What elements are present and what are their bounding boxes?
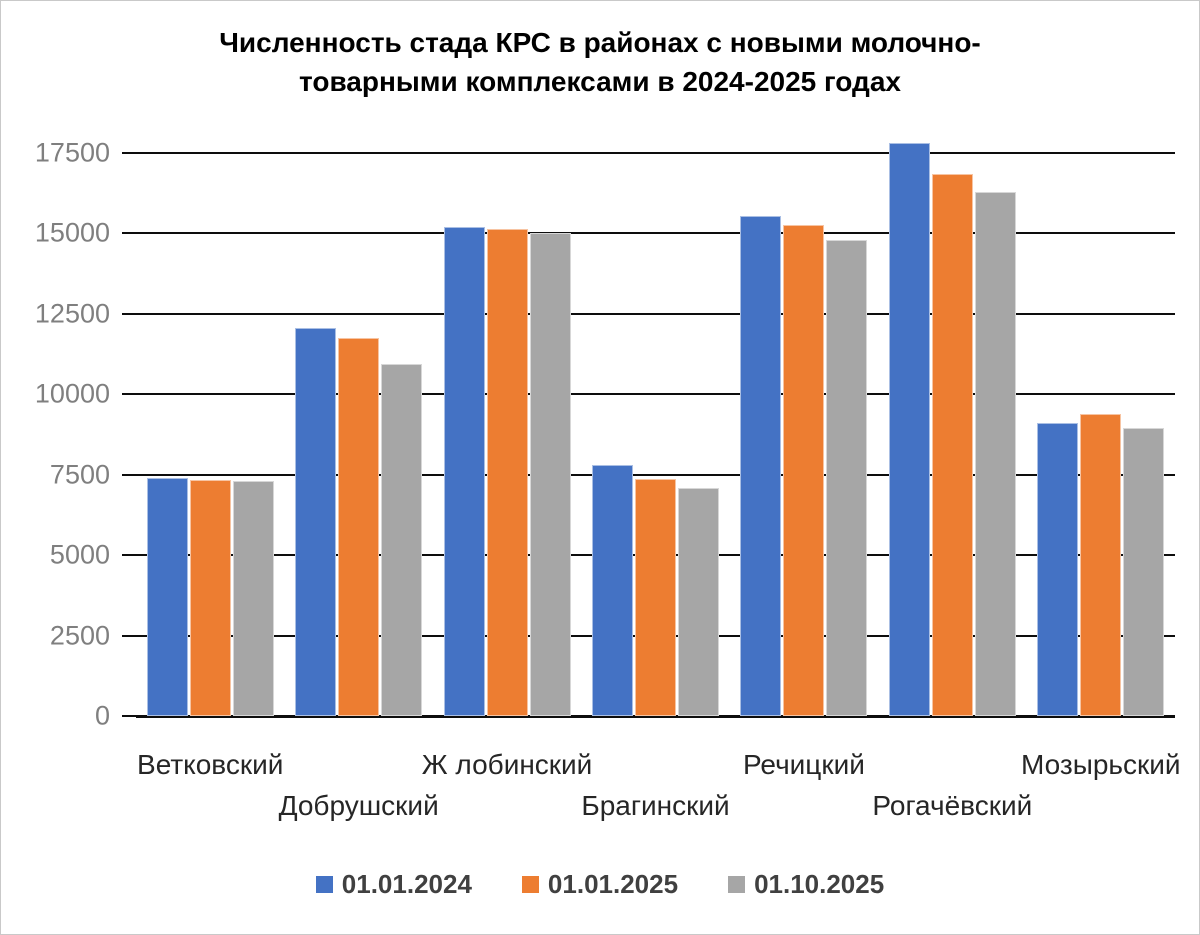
bar xyxy=(783,225,825,716)
gridline xyxy=(136,312,1175,315)
bar xyxy=(740,215,782,716)
legend-item: 01.10.2025 xyxy=(728,869,884,900)
bar xyxy=(146,477,188,716)
legend-label: 01.01.2025 xyxy=(547,869,679,899)
y-axis-tick-label: 15000 xyxy=(34,217,110,248)
y-axis-tick xyxy=(122,152,136,154)
x-axis-category-label: Добрушский xyxy=(278,790,439,821)
legend-item: 01.01.2025 xyxy=(521,869,679,900)
x-axis-category-label: Мозырьский xyxy=(1021,749,1181,780)
y-axis-tick-label: 17500 xyxy=(34,137,110,168)
bar xyxy=(826,239,868,716)
bar xyxy=(529,233,571,716)
y-axis-tick xyxy=(122,473,136,476)
legend-swatch xyxy=(315,876,333,893)
bar xyxy=(974,191,1016,716)
x-axis-category-label: Речицкий xyxy=(742,749,865,780)
y-axis: 0 2500 5000 7500 10000 12500 15000 17500 xyxy=(1,139,114,729)
bar xyxy=(295,328,337,716)
y-axis-tick xyxy=(122,312,136,315)
x-axis-category-label: Ветковский xyxy=(137,749,284,780)
legend-label: 01.10.2025 xyxy=(754,869,885,899)
legend-item: 01.01.2024 xyxy=(315,869,472,900)
x-axis-category-label: Рогачёвский xyxy=(872,790,1033,821)
y-axis-tick xyxy=(122,393,136,396)
y-axis-tick-label: 7500 xyxy=(49,459,110,490)
bar xyxy=(931,173,973,716)
x-axis-category-label: Брагинский xyxy=(581,790,730,821)
bar xyxy=(381,363,423,716)
y-axis-tick-label: 0 xyxy=(94,700,110,731)
y-axis-tick xyxy=(122,715,136,717)
bar xyxy=(338,338,380,716)
gridline xyxy=(136,152,1175,154)
legend-label: 01.01.2024 xyxy=(341,869,472,899)
chart-title-line-1: Численность стада КРС в районах с новыми… xyxy=(219,27,981,58)
gridline xyxy=(136,232,1175,235)
bar xyxy=(678,488,719,716)
legend: 01.01.2024 01.01.2025 01.10.2025 xyxy=(1,869,1199,900)
x-axis-category-label: Ж лобинский xyxy=(421,749,593,780)
gridline xyxy=(136,714,1175,718)
bar xyxy=(1037,423,1079,716)
y-axis-tick xyxy=(122,554,136,557)
y-axis-tick xyxy=(122,232,136,235)
bar xyxy=(486,228,528,716)
legend-swatch xyxy=(728,876,746,893)
bar xyxy=(888,143,930,716)
bar xyxy=(1123,428,1165,716)
y-axis-tick xyxy=(122,634,136,637)
chart-title-line-2: товарными комплексами в 2024-2025 годах xyxy=(299,66,901,97)
gridline xyxy=(136,473,1175,476)
y-axis-tick-label: 12500 xyxy=(34,298,110,329)
y-axis-tick-label: 10000 xyxy=(34,378,110,409)
chart-title: Численность стада КРС в районах с новыми… xyxy=(1,23,1199,101)
bar xyxy=(189,479,231,716)
gridline xyxy=(136,393,1175,396)
bar xyxy=(1080,413,1122,716)
bar xyxy=(443,227,485,716)
plot-area xyxy=(122,143,1175,718)
y-axis-tick-label: 5000 xyxy=(49,539,110,570)
y-axis-tick-label: 2500 xyxy=(49,620,110,651)
bar xyxy=(592,465,633,716)
legend-swatch xyxy=(521,876,539,893)
bar xyxy=(635,478,676,716)
bar xyxy=(232,481,274,716)
